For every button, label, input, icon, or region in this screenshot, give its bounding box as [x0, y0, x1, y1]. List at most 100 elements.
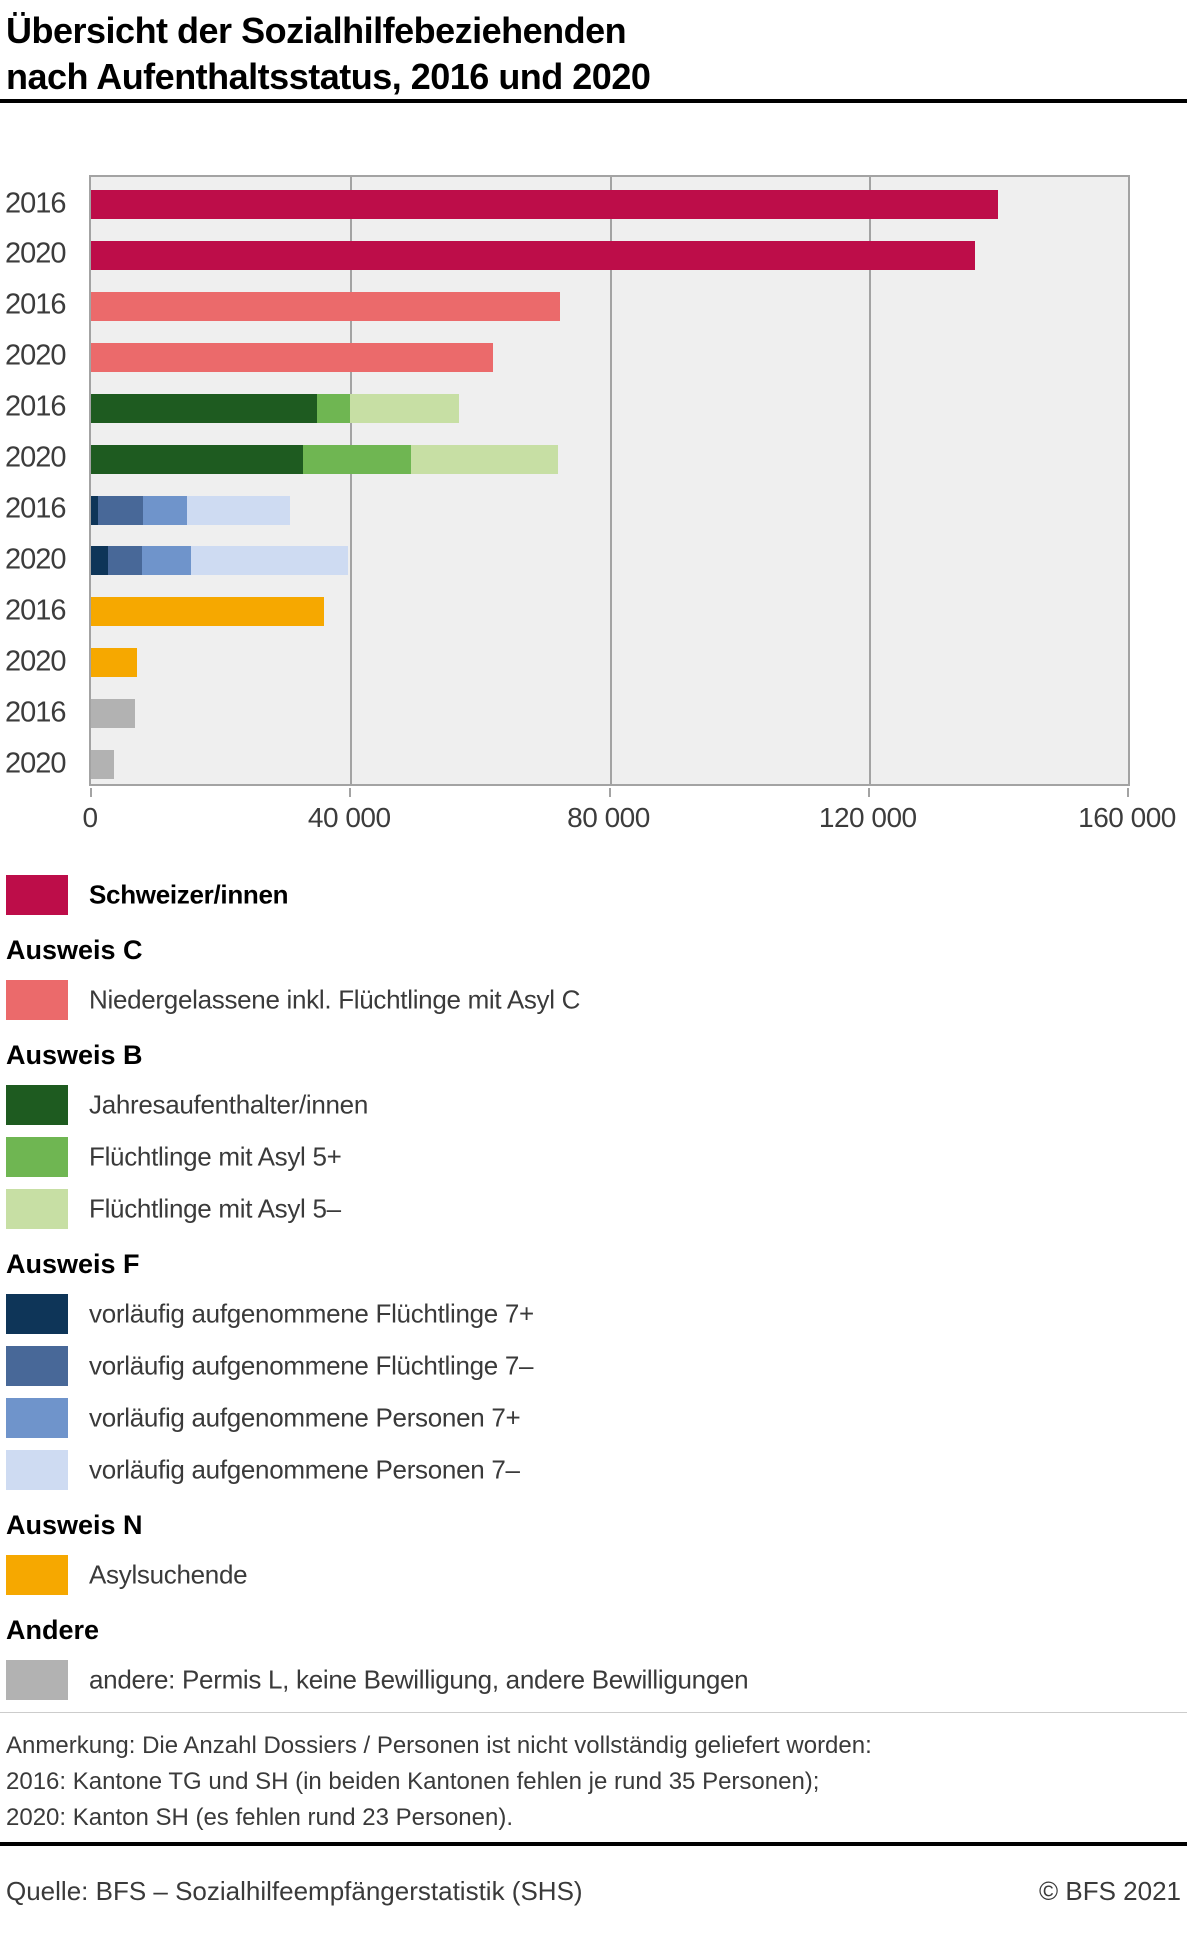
bar-segment-va_personen_7plus — [142, 546, 191, 576]
y-axis-label: 2016 — [5, 288, 67, 321]
y-axis-label: 2020 — [5, 645, 67, 678]
y-axis-label: 2020 — [5, 237, 67, 270]
y-axis-label: 2020 — [5, 441, 67, 474]
axis-tick — [90, 788, 92, 797]
legend-label: Niedergelassene inkl. Flüchtlinge mit As… — [89, 984, 581, 1015]
bar-row-ausweis-f-2016 — [91, 495, 290, 525]
bar-segment-va_personen_7minus — [186, 495, 290, 525]
note-line2: 2016: Kantone TG und SH (in beiden Kanto… — [6, 1768, 820, 1795]
legend-label: vorläufig aufgenommene Personen 7– — [89, 1454, 520, 1485]
axis-tick — [608, 788, 611, 797]
bar-row-ausweis-n-2020 — [91, 648, 138, 678]
bar-segment-va_fluechtlinge_7minus — [107, 546, 143, 576]
bar-segment-andere — [91, 750, 114, 780]
y-axis-label: 2020 — [5, 747, 67, 780]
bar-segment-niedergelassene — [91, 291, 561, 321]
legend-swatch-fluechtlinge_asyl_5minus — [6, 1189, 68, 1229]
gridline — [350, 177, 353, 784]
legend-label: Schweizer/innen — [89, 879, 289, 910]
note-line3: 2020: Kanton SH (es fehlen rund 23 Perso… — [6, 1804, 513, 1831]
plot-area — [89, 175, 1130, 786]
title-divider — [0, 99, 1187, 103]
legend-label: Flüchtlinge mit Asyl 5– — [89, 1193, 341, 1224]
legend-swatch-niedergelassene — [6, 980, 68, 1020]
source-text: Quelle: BFS – Sozialhilfeempfängerstatis… — [6, 1876, 583, 1906]
bar-row-ausweis-n-2016 — [91, 597, 324, 627]
legend-swatch-va_fluechtlinge_7plus — [6, 1294, 68, 1334]
bar-row-andere-2016 — [91, 699, 136, 729]
x-axis-label: 0 — [82, 802, 98, 833]
bar-row-ausweis-c-2016 — [91, 291, 561, 321]
legend-section-heading: Andere — [6, 1615, 100, 1645]
y-axis-label: 2016 — [5, 594, 67, 627]
legend-section-heading: Ausweis N — [6, 1510, 143, 1540]
bar-segment-schweizer — [91, 240, 976, 270]
gridline — [609, 177, 612, 784]
legend-swatch-schweizer — [6, 875, 68, 915]
bar-segment-va_fluechtlinge_7plus — [91, 495, 99, 525]
bar-segment-andere — [91, 699, 136, 729]
legend-swatch-va_fluechtlinge_7minus — [6, 1346, 68, 1386]
legend-label: andere: Permis L, keine Bewilligung, and… — [89, 1664, 749, 1695]
y-axis-label: 2016 — [5, 492, 67, 525]
note-divider — [0, 1712, 1187, 1713]
bar-segment-schweizer — [91, 190, 999, 219]
bar-segment-va_personen_7plus — [142, 495, 187, 525]
bar-segment-fluechtlinge_asyl_5plus — [316, 393, 350, 423]
legend-swatch-asylsuchende — [6, 1555, 68, 1595]
legend-swatch-va_personen_7minus — [6, 1450, 68, 1490]
bar-segment-asylsuchende — [91, 648, 138, 678]
y-axis-label: 2016 — [5, 390, 67, 423]
legend-label: Flüchtlinge mit Asyl 5+ — [89, 1141, 342, 1172]
page-title: Übersicht der Sozialhilfebeziehenden nac… — [6, 8, 651, 100]
bar-segment-va_fluechtlinge_7minus — [98, 495, 143, 525]
bar-segment-va_personen_7minus — [190, 546, 348, 576]
gridline — [868, 177, 871, 784]
y-axis-label: 2016 — [5, 187, 67, 219]
copyright-text: © BFS 2021 — [1038, 1876, 1181, 1906]
footer: Quelle: BFS – Sozialhilfeempfängerstatis… — [0, 1876, 1187, 1907]
legend-label: Asylsuchende — [89, 1559, 248, 1590]
bar-row-andere-2020 — [91, 750, 114, 780]
legend-section-heading: Ausweis B — [6, 1040, 143, 1070]
bar-segment-fluechtlinge_asyl_5minus — [410, 444, 558, 474]
legend-section-heading: Ausweis F — [6, 1249, 140, 1279]
legend-swatch-fluechtlinge_asyl_5plus — [6, 1137, 68, 1177]
bar-segment-asylsuchende — [91, 597, 324, 627]
bar-row-ausweis-b-2016 — [91, 393, 460, 423]
legend-label: vorläufig aufgenommene Personen 7+ — [89, 1402, 521, 1433]
x-axis-label: 80 000 — [567, 802, 650, 833]
page-title-line2: nach Aufenthaltsstatus, 2016 und 2020 — [6, 56, 651, 97]
bar-row-schweizer-innen-2020 — [91, 240, 976, 270]
axis-tick — [349, 788, 352, 797]
bar-segment-fluechtlinge_asyl_5plus — [302, 444, 411, 474]
note-line1: Anmerkung: Die Anzahl Dossiers / Persone… — [6, 1732, 872, 1759]
bar-segment-jahresaufenthalter — [91, 393, 317, 423]
bar-row-ausweis-b-2020 — [91, 444, 558, 474]
bar-segment-jahresaufenthalter — [91, 444, 303, 474]
bar-row-ausweis-f-2020 — [91, 546, 348, 576]
legend-label: vorläufig aufgenommene Flüchtlinge 7+ — [89, 1298, 534, 1329]
legend-swatch-andere — [6, 1660, 68, 1700]
x-axis-label: 160 000 — [1078, 802, 1176, 833]
bar-row-schweizer-innen-2016 — [91, 190, 999, 219]
footer-divider — [0, 1842, 1187, 1846]
bar-segment-fluechtlinge_asyl_5minus — [349, 393, 460, 423]
bar-segment-niedergelassene — [91, 342, 494, 372]
legend-label: vorläufig aufgenommene Flüchtlinge 7– — [89, 1350, 534, 1381]
bar-row-ausweis-c-2020 — [91, 342, 494, 372]
y-axis-label: 2016 — [5, 696, 67, 729]
axis-tick — [1127, 788, 1129, 797]
note: Anmerkung: Die Anzahl Dossiers / Persone… — [6, 1728, 872, 1836]
bar-segment-va_fluechtlinge_7plus — [91, 546, 108, 576]
legend-section-heading: Ausweis C — [6, 935, 143, 965]
x-axis-label: 120 000 — [818, 802, 917, 833]
y-axis-label: 2020 — [5, 339, 67, 372]
legend-label: Jahresaufenthalter/innen — [89, 1089, 369, 1120]
y-axis-label: 2020 — [5, 543, 67, 576]
legend-swatch-va_personen_7plus — [6, 1398, 68, 1438]
axis-tick — [867, 788, 870, 797]
legend-swatch-jahresaufenthalter — [6, 1085, 68, 1125]
x-axis-label: 40 000 — [307, 802, 391, 833]
